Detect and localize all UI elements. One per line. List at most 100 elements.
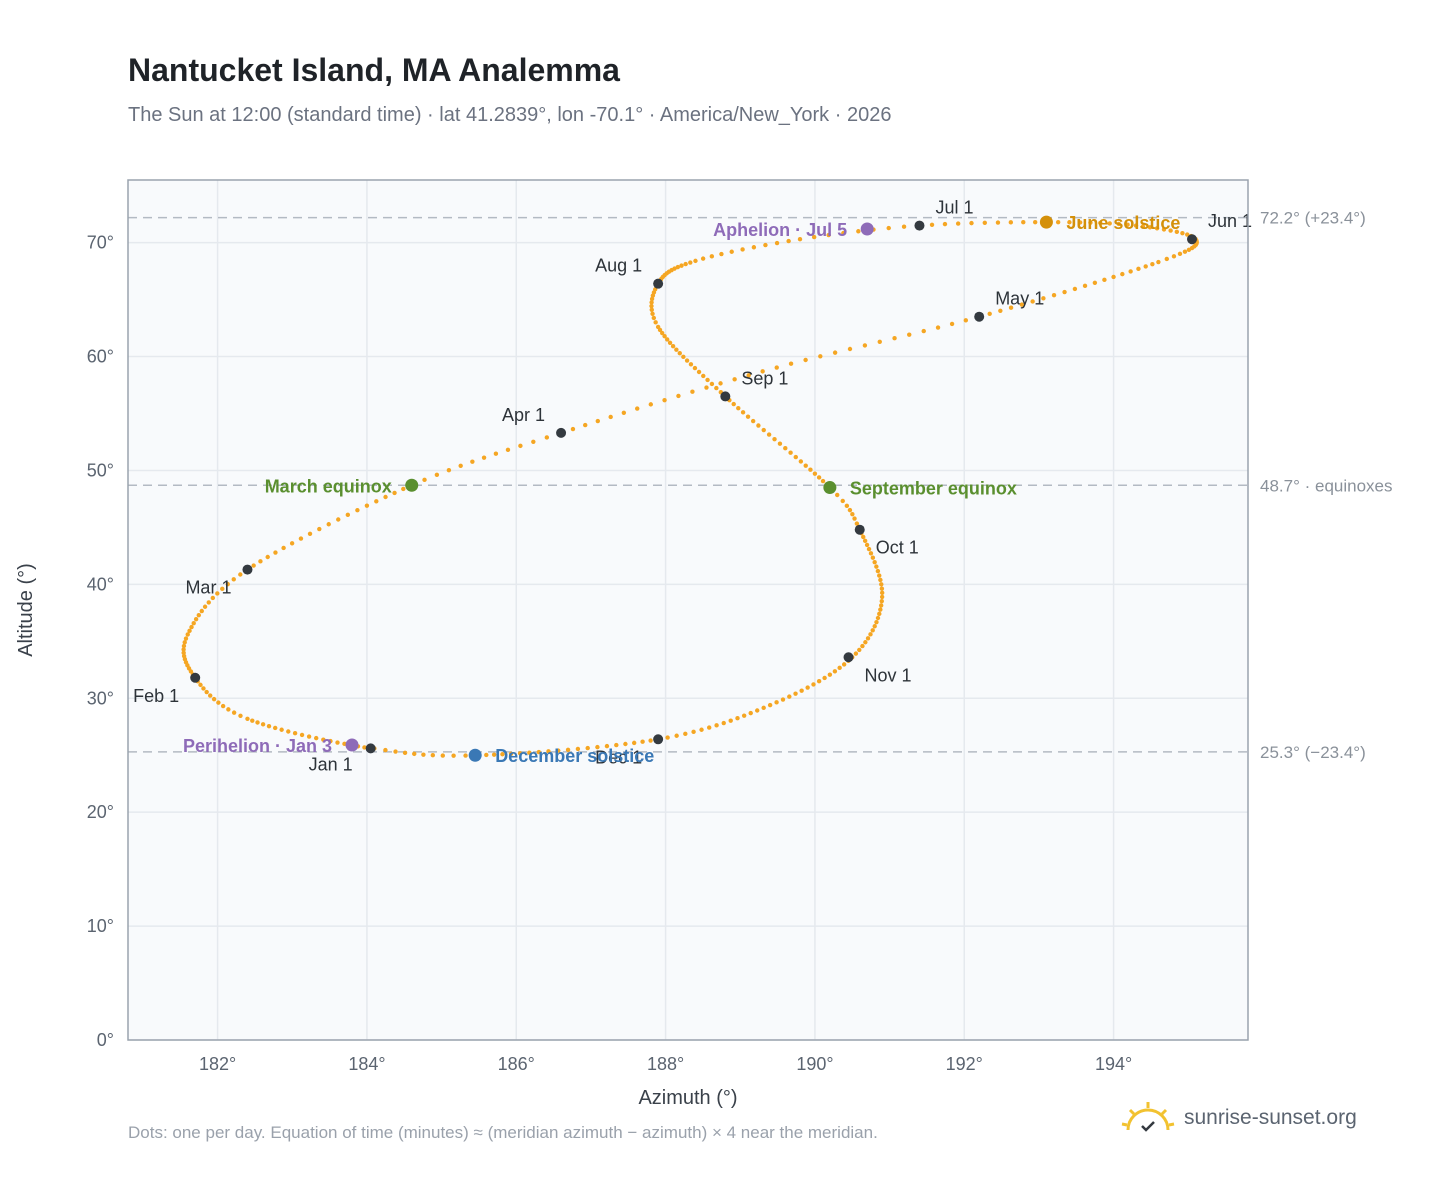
day-dot [901, 224, 907, 229]
day-dot [189, 624, 194, 630]
day-dot [245, 716, 250, 721]
day-dot [674, 733, 679, 738]
day-dot [877, 611, 882, 617]
month-marker [974, 311, 985, 322]
day-dot [787, 694, 792, 699]
day-dot [1030, 299, 1035, 304]
day-dot [746, 373, 751, 378]
day-dot [1092, 280, 1098, 285]
day-dot [446, 467, 452, 473]
day-dot [470, 459, 475, 464]
day-dot [826, 232, 831, 238]
day-dot [640, 739, 645, 744]
day-dot [1180, 230, 1185, 236]
day-dot [231, 710, 237, 715]
month-marker [854, 524, 865, 535]
day-dot [266, 723, 272, 729]
day-dot [481, 455, 487, 460]
footnote: Dots: one per day. Equation of time (min… [128, 1123, 878, 1142]
day-dot [799, 688, 804, 693]
day-dot [199, 608, 204, 614]
day-dot [1168, 228, 1173, 233]
day-dot [714, 723, 719, 728]
y-axis-ticks: 0° 10° 20° 30° 40° 50° 60° 70° [87, 233, 114, 1050]
chart-title: Nantucket Island, MA Analemma [128, 52, 620, 88]
x-tick-label: 182° [199, 1054, 236, 1074]
day-dot [811, 682, 816, 687]
day-dot [565, 747, 571, 753]
day-dot [877, 339, 882, 345]
day-dot [827, 672, 833, 677]
day-dot [750, 418, 756, 424]
day-dot [874, 564, 879, 569]
month-marker-label: Feb 1 [133, 686, 179, 706]
day-dot [1147, 225, 1153, 230]
day-dot [182, 640, 187, 645]
month-marker [242, 564, 253, 575]
day-dot [463, 753, 468, 758]
day-dot [805, 685, 810, 690]
day-dot [614, 742, 619, 748]
day-dot [878, 577, 883, 583]
day-dot [766, 432, 772, 437]
day-dot [505, 447, 511, 453]
day-dot [608, 414, 613, 420]
day-dot [674, 347, 679, 352]
day-dot [292, 731, 298, 736]
day-dot [850, 512, 855, 517]
day-dot [856, 229, 861, 234]
day-dot [649, 303, 654, 309]
day-dot [832, 669, 838, 674]
day-dot [595, 744, 600, 750]
day-dot [1140, 224, 1146, 229]
day-dot [699, 727, 704, 732]
x-axis-ticks: 182° 184° 186° 188° 190° 192° 194° [199, 1054, 1132, 1074]
day-dot [1143, 264, 1148, 269]
day-dot [299, 732, 305, 738]
day-dot [1116, 221, 1122, 227]
day-dot [451, 753, 456, 758]
reference-line-label: 48.7° · equinoxes [1260, 476, 1393, 495]
day-dot [679, 263, 684, 268]
month-marker [365, 743, 376, 754]
day-dot [780, 697, 786, 702]
day-dot [763, 242, 768, 248]
day-dot [877, 573, 882, 578]
day-dot [683, 261, 688, 267]
brand-name: sunrise-sunset.org [1184, 1106, 1357, 1129]
day-dot [196, 612, 201, 618]
day-dot [362, 745, 367, 750]
month-marker-label: Mar 1 [185, 578, 231, 598]
event-markers: Perihelion · Jan 3 March equinox June sols… [183, 213, 1180, 766]
day-dot [1136, 266, 1141, 272]
month-marker-label: Sep 1 [741, 368, 788, 388]
day-dot [816, 679, 822, 684]
day-dot [942, 221, 948, 227]
day-dot [1182, 249, 1188, 254]
day-dot [393, 749, 398, 754]
day-dot [1177, 251, 1183, 257]
day-dot [696, 369, 702, 375]
day-dot [604, 743, 610, 749]
day-dot [412, 751, 417, 757]
day-dot [201, 686, 206, 691]
day-dot [870, 628, 875, 633]
day-dot [870, 555, 876, 560]
day-dot [748, 710, 753, 716]
day-dot [1107, 221, 1112, 226]
event-marker [345, 738, 359, 752]
day-dot [665, 735, 670, 740]
day-dot [803, 357, 808, 363]
day-dot [955, 221, 961, 226]
reference-line-label: 72.2° (+23.4°) [1260, 209, 1366, 228]
x-tick-label: 190° [796, 1054, 833, 1074]
brand[interactable]: sunrise-sunset.org [1120, 1100, 1357, 1136]
day-dot [273, 550, 278, 555]
day-dot [265, 554, 270, 560]
day-dot [740, 410, 746, 415]
day-dot [649, 300, 654, 305]
day-dot [648, 738, 653, 743]
day-dot [1150, 261, 1155, 267]
day-dot [732, 377, 737, 382]
